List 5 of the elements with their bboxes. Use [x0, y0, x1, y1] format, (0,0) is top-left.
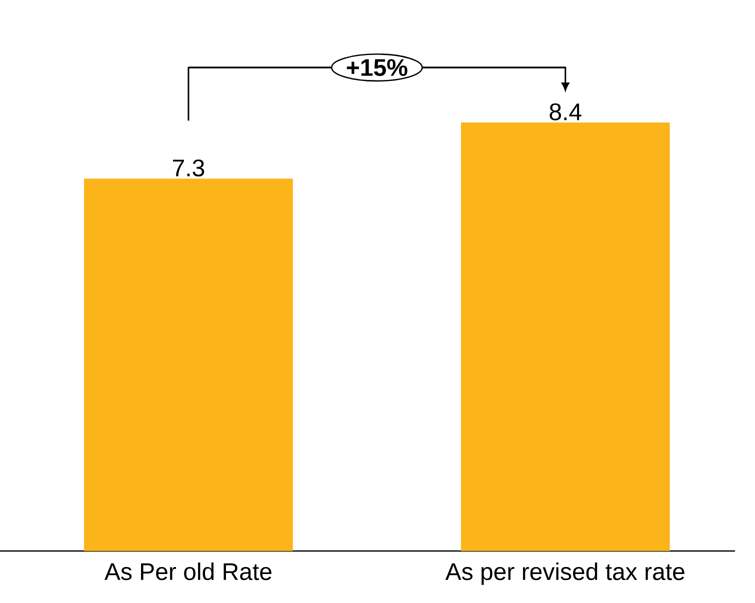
- x-tick-label: As per revised tax rate: [445, 562, 684, 585]
- text: +15%: [346, 59, 408, 76]
- x-tick-label: As Per old Rate: [104, 562, 272, 580]
- data-label: 8.4: [550, 103, 582, 120]
- data-label: 7.3: [173, 159, 204, 176]
